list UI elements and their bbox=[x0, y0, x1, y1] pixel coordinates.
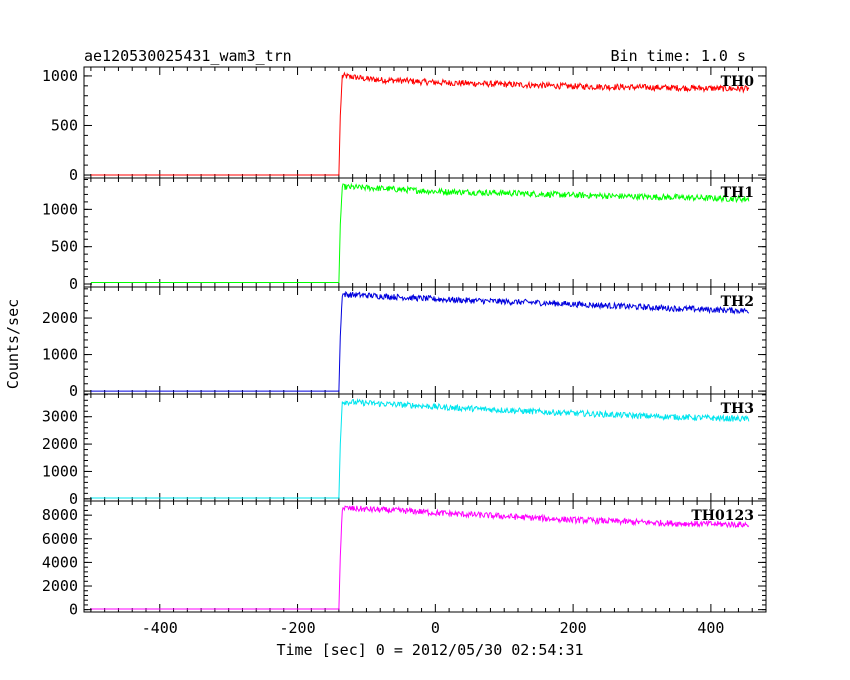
y-tick-label-TH0123: 2000 bbox=[42, 577, 78, 595]
y-tick-label-TH0: 500 bbox=[51, 116, 78, 134]
y-tick-label-TH0123: 0 bbox=[69, 601, 78, 619]
x-tick-label: -400 bbox=[142, 619, 178, 637]
panel-frame-TH0123 bbox=[83, 500, 767, 613]
panel-label-TH0: TH0 bbox=[721, 74, 755, 90]
y-tick-label-TH0: 1000 bbox=[42, 67, 78, 85]
x-tick-label: -200 bbox=[279, 619, 315, 637]
chart-title: ae120530025431_wam3_trn bbox=[84, 47, 292, 65]
panel-frame-TH3 bbox=[83, 393, 767, 502]
series-line-TH1 bbox=[90, 182, 750, 283]
series-line-TH0 bbox=[90, 71, 750, 176]
panel-label-TH0123: TH0123 bbox=[691, 508, 754, 524]
x-tick-label: 0 bbox=[431, 619, 440, 637]
y-tick-label-TH1: 0 bbox=[69, 275, 78, 293]
y-tick-label-TH0: 0 bbox=[69, 166, 78, 184]
y-tick-label-TH1: 500 bbox=[51, 238, 78, 256]
y-tick-label-TH0123: 4000 bbox=[42, 553, 78, 571]
y-tick-label-TH2: 0 bbox=[69, 382, 78, 400]
panel-frame-TH2 bbox=[83, 286, 767, 395]
panel-label-TH3: TH3 bbox=[721, 401, 754, 417]
y-tick-label-TH3: 2000 bbox=[42, 435, 78, 453]
y-tick-label-TH0123: 8000 bbox=[42, 506, 78, 524]
x-axis-label: Time [sec] 0 = 2012/05/30 02:54:31 bbox=[276, 641, 583, 659]
x-tick-label: 400 bbox=[697, 619, 724, 637]
y-tick-label-TH1: 1000 bbox=[42, 200, 78, 218]
y-tick-label-TH2: 2000 bbox=[42, 309, 78, 327]
bin-time-label: Bin time: 1.0 s bbox=[611, 47, 746, 65]
panel-label-TH2: TH2 bbox=[721, 294, 754, 310]
y-tick-label-TH2: 1000 bbox=[42, 346, 78, 364]
y-axis-label: Counts/sec bbox=[4, 299, 22, 389]
y-tick-label-TH0123: 6000 bbox=[42, 530, 78, 548]
x-tick-label: 200 bbox=[560, 619, 587, 637]
y-tick-label-TH3: 0 bbox=[69, 490, 78, 508]
series-line-TH3 bbox=[90, 397, 750, 499]
panel-frame-TH0 bbox=[83, 66, 767, 179]
series-line-TH2 bbox=[90, 290, 750, 392]
y-tick-label-TH3: 1000 bbox=[42, 462, 78, 480]
series-line-TH0123 bbox=[90, 505, 750, 610]
panel-label-TH1: TH1 bbox=[721, 185, 754, 201]
y-tick-label-TH3: 3000 bbox=[42, 408, 78, 426]
